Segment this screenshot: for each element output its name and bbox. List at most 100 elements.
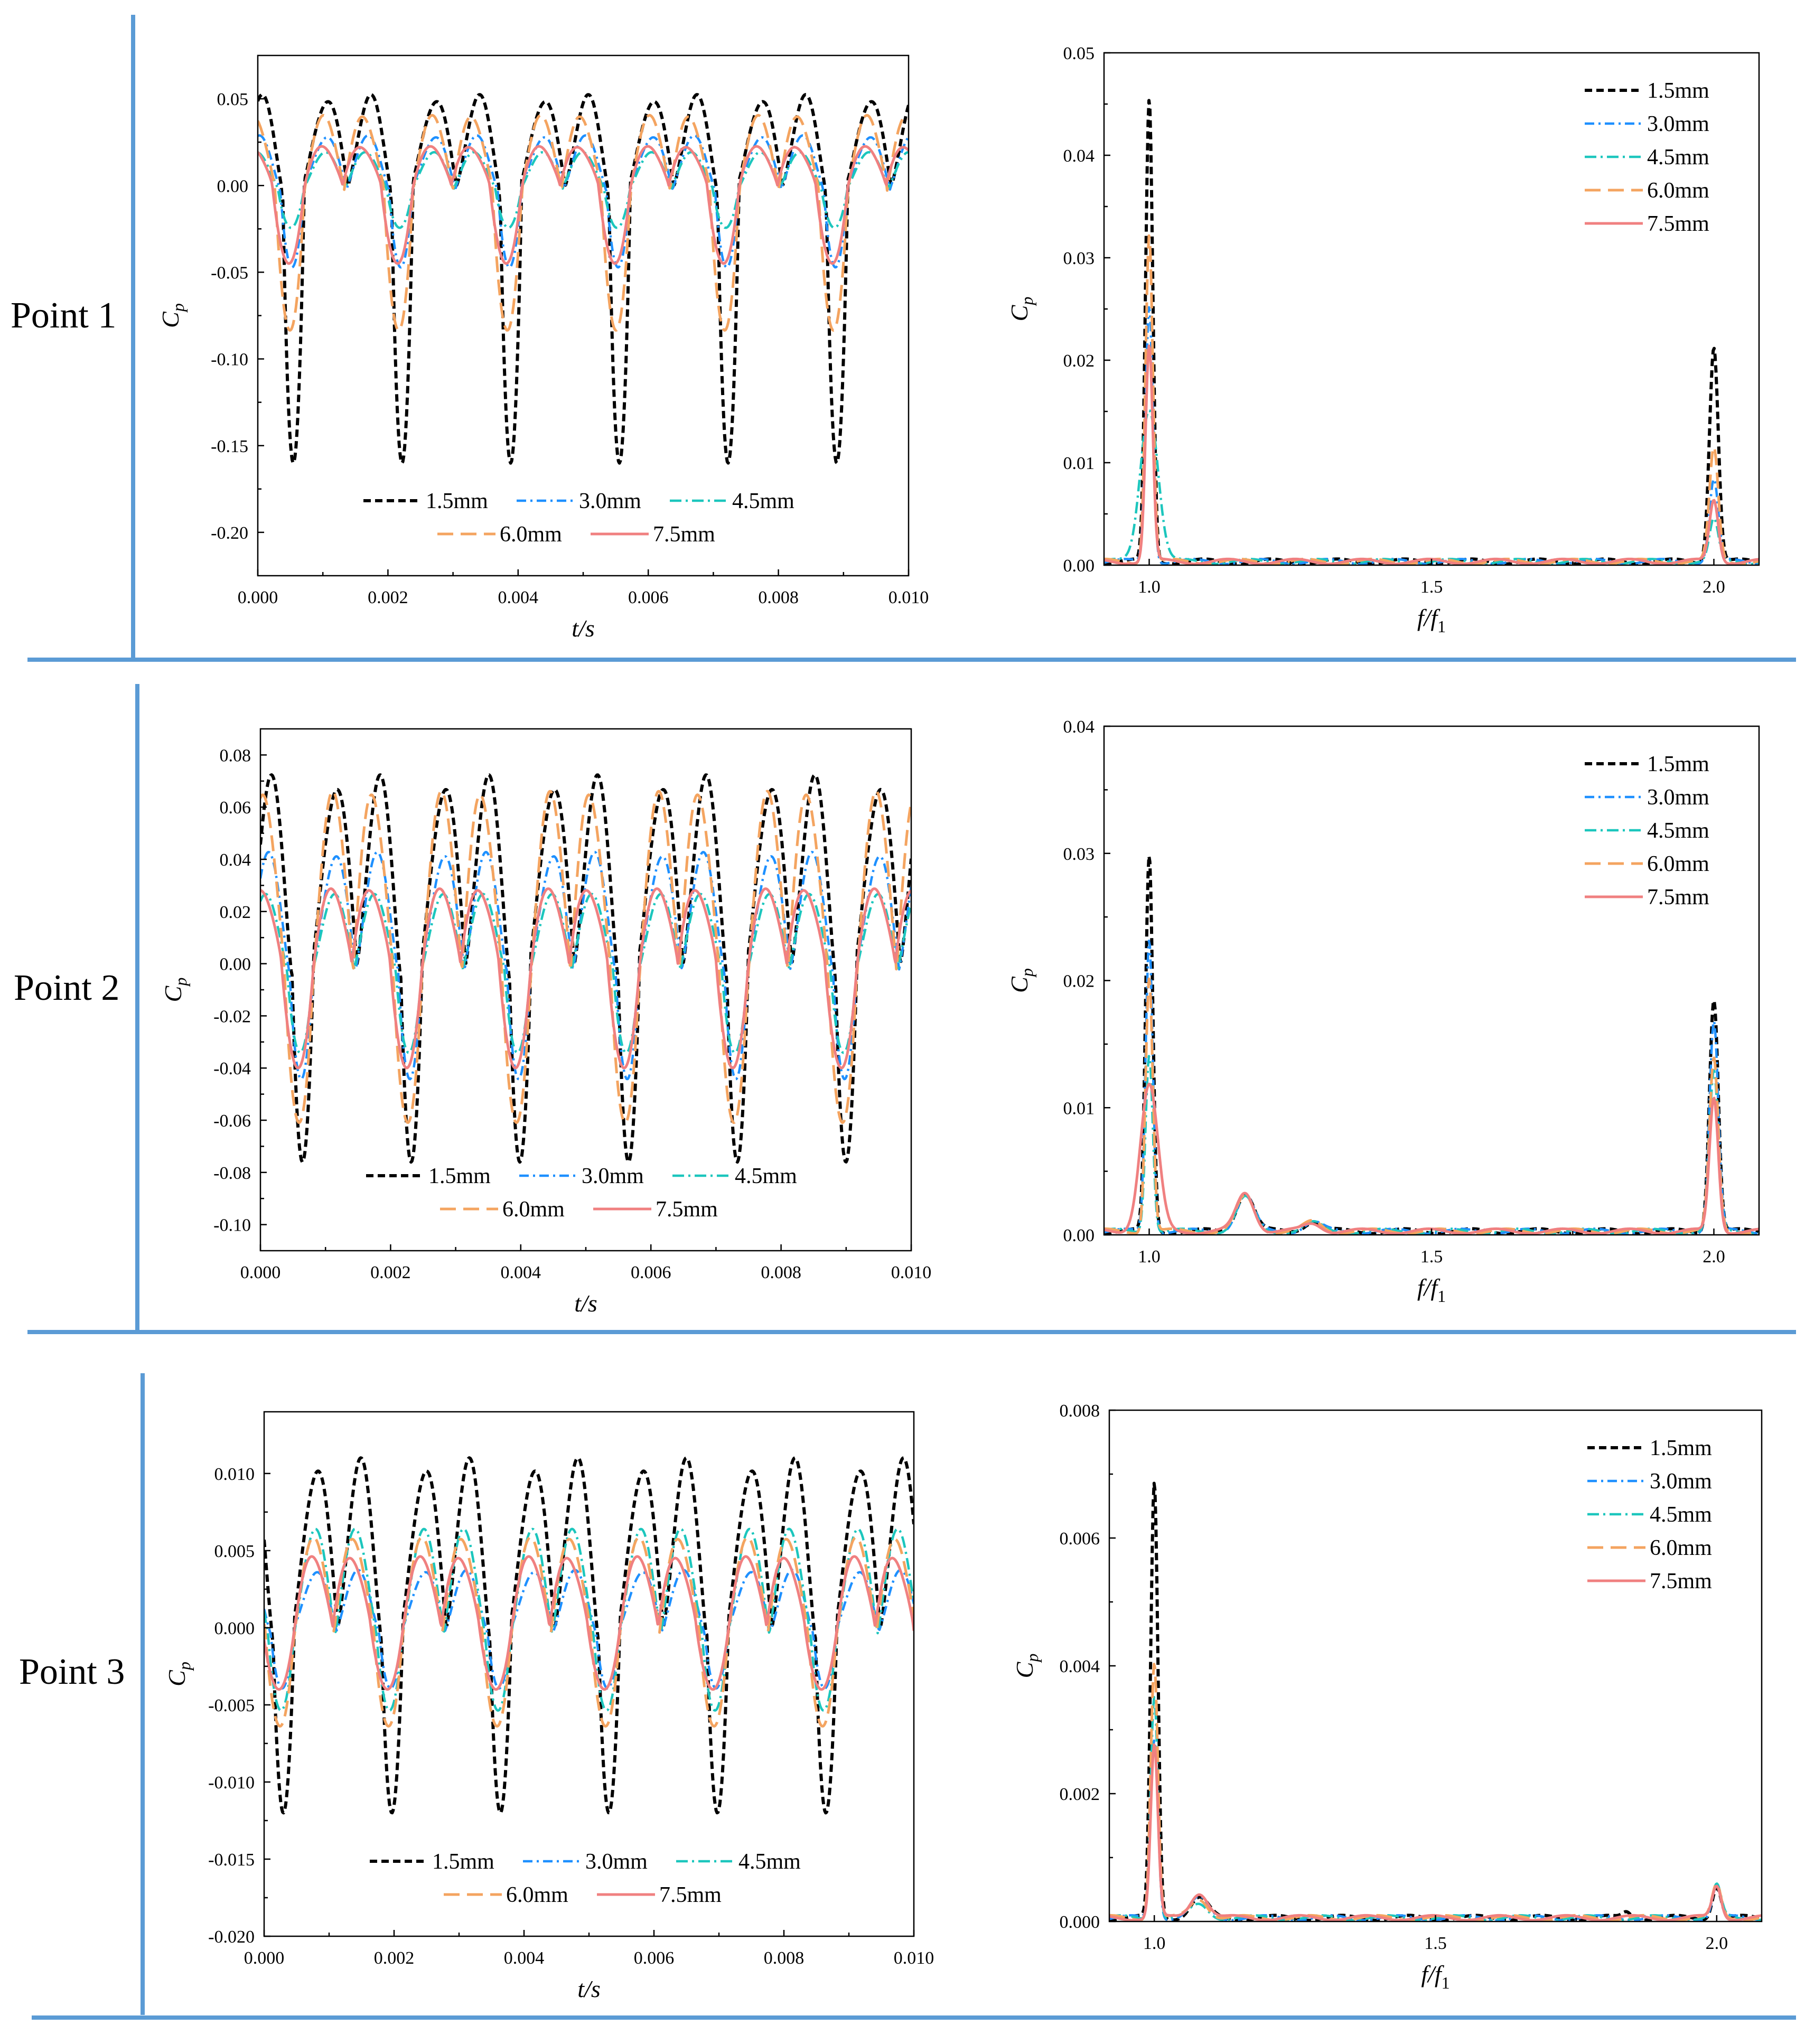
y-axis-label: Cp	[157, 303, 188, 328]
x-tick-label: 0.002	[370, 1263, 411, 1282]
series-line-4_5mm	[1104, 1055, 1759, 1235]
chart-point-1-time-series: -0.20 -0.15 -0.10 -0.05 0.00 0.05 0.000 0.002 0.…	[157, 54, 929, 642]
y-tick-label: 0.01	[1063, 1099, 1095, 1118]
legend-label: 7.5mm	[1650, 1569, 1712, 1593]
y-tick-label: 0.05	[1063, 44, 1095, 63]
y-tick-label: 0.02	[220, 903, 251, 922]
y-tick-label: -0.02	[213, 1007, 251, 1026]
y-tick-label: 0.005	[214, 1542, 255, 1561]
y-tick-label: -0.15	[211, 437, 248, 456]
legend-label: 1.5mm	[432, 1850, 494, 1874]
legend: 1.5mm 3.0mm 4.5mm 6.0mm 7.5mm	[370, 1850, 801, 1907]
legend-label: 7.5mm	[1647, 212, 1709, 236]
legend: 1.5mm 3.0mm 4.5mm 6.0mm 7.5mm	[366, 1164, 797, 1222]
y-tick-label: 0.002	[1060, 1785, 1100, 1804]
chart-point-1-spectrum: 0.00 0.01 0.02 0.03 0.04 0.05 1.0 1.5 2.0 f/f1 Cp 1…	[1006, 44, 1760, 636]
x-tick-label: 1.5	[1420, 1247, 1443, 1267]
x-axis-label: t/s	[574, 1290, 597, 1317]
legend-label: 3.0mm	[1647, 785, 1709, 810]
series-line-7_5mm	[258, 145, 909, 265]
y-tick-label: -0.10	[213, 1216, 251, 1235]
legend: 1.5mm 3.0mm 4.5mm 6.0mm 7.5mm	[363, 489, 794, 547]
x-tick-label: 0.010	[889, 588, 929, 607]
series-line-6_0mm	[264, 1536, 914, 1728]
y-tick-label: 0.06	[220, 798, 251, 818]
series-line-3_0mm	[1109, 1739, 1762, 1921]
series-line-4_5mm	[1104, 409, 1759, 565]
x-tick-label: 0.000	[244, 1948, 285, 1968]
series-line-6_0mm	[1104, 234, 1759, 565]
x-axis-label: f/f1	[1417, 1274, 1446, 1306]
x-tick-label: 0.000	[240, 1263, 281, 1282]
x-axis-label: f/f1	[1421, 1961, 1449, 1992]
legend-label: 7.5mm	[659, 1883, 722, 1907]
x-tick-label: 0.006	[628, 588, 669, 607]
series-line-3_0mm	[1104, 940, 1759, 1235]
x-tick-label: 0.008	[761, 1263, 801, 1282]
x-tick-label: 0.010	[891, 1263, 932, 1282]
series-line-6_0mm	[258, 114, 909, 332]
series-line-7_5mm	[1104, 1082, 1759, 1235]
series-lines	[264, 1456, 914, 1815]
x-tick-label: 0.002	[374, 1948, 415, 1968]
y-tick-label: -0.20	[211, 523, 248, 543]
series-line-6_0mm	[260, 790, 911, 1124]
legend-label: 6.0mm	[1647, 852, 1709, 876]
legend-label: 7.5mm	[656, 1197, 718, 1222]
y-tick-label: 0.02	[1063, 351, 1095, 371]
series-lines	[258, 93, 909, 465]
legend-label: 1.5mm	[1647, 79, 1709, 103]
x-tick-label: 0.008	[764, 1948, 805, 1968]
legend-label: 1.5mm	[426, 489, 488, 513]
x-tick-label: 1.0	[1138, 577, 1161, 597]
series-line-1_5mm	[1104, 99, 1759, 565]
x-tick-label: 0.004	[498, 588, 539, 607]
series-line-4_5mm	[260, 893, 911, 1054]
x-tick-label: 0.004	[504, 1948, 545, 1968]
x-tick-label: 1.5	[1420, 577, 1443, 597]
chart-point-2-spectrum: 0.00 0.01 0.02 0.03 0.04 1.0 1.5 2.0 f/f1 Cp 1.5mm…	[1006, 717, 1760, 1306]
y-tick-label: -0.020	[208, 1927, 255, 1947]
legend: 1.5mm 3.0mm 4.5mm 6.0mm 7.5mm	[1585, 752, 1709, 910]
series-line-4_5mm	[1109, 1696, 1762, 1921]
y-axis-label: Cp	[163, 1662, 194, 1686]
legend: 1.5mm 3.0mm 4.5mm 6.0mm 7.5mm	[1587, 1436, 1712, 1593]
legend-label: 6.0mm	[506, 1883, 568, 1907]
series-lines	[260, 773, 911, 1164]
y-tick-label: -0.06	[213, 1111, 251, 1131]
row-separators	[27, 15, 1796, 2020]
chart-point-3-spectrum: 0.000 0.002 0.004 0.006 0.008 1.0 1.5 2.0 f/f1 Cp…	[1011, 1401, 1763, 1992]
x-tick-label: 1.0	[1143, 1934, 1166, 1953]
x-tick-label: 0.004	[501, 1263, 541, 1282]
x-tick-label: 0.006	[634, 1948, 675, 1968]
y-tick-label: 0.00	[1063, 556, 1095, 576]
x-axis-label: t/s	[577, 1975, 600, 2002]
y-tick-label: 0.04	[1063, 146, 1095, 166]
series-lines	[1104, 854, 1759, 1235]
chart-point-3-time-series: -0.020 -0.015 -0.010 -0.005 0.000 0.005 0.010 0…	[163, 1411, 934, 2002]
y-tick-label: -0.015	[208, 1850, 255, 1870]
series-line-1_5mm	[260, 773, 911, 1164]
legend-label: 4.5mm	[1647, 145, 1709, 170]
legend-label: 6.0mm	[502, 1197, 565, 1222]
x-tick-label: 2.0	[1703, 577, 1725, 597]
legend-label: 1.5mm	[428, 1164, 491, 1188]
legend-label: 4.5mm	[738, 1850, 801, 1874]
x-tick-label: 0.000	[238, 588, 278, 607]
series-line-3_0mm	[260, 850, 911, 1081]
y-tick-label: 0.08	[220, 746, 251, 765]
y-tick-label: 0.000	[1060, 1912, 1100, 1932]
y-axis-label: Cp	[1006, 297, 1036, 322]
series-line-3_0mm	[1104, 306, 1759, 565]
y-tick-label: -0.010	[208, 1773, 255, 1793]
x-axis-label: f/f1	[1417, 604, 1446, 636]
series-line-3_0mm	[258, 134, 909, 269]
series-line-6_0mm	[1104, 977, 1759, 1235]
y-tick-label: -0.08	[213, 1164, 251, 1183]
x-tick-label: 2.0	[1706, 1934, 1728, 1953]
chart-point-2-time-series: -0.10 -0.08 -0.06 -0.04 -0.02 0.00 0.02 0.04 0.0…	[160, 728, 932, 1317]
y-tick-label: 0.010	[214, 1465, 255, 1484]
y-tick-label: 0.03	[1063, 845, 1095, 864]
legend-label: 4.5mm	[1650, 1503, 1712, 1527]
